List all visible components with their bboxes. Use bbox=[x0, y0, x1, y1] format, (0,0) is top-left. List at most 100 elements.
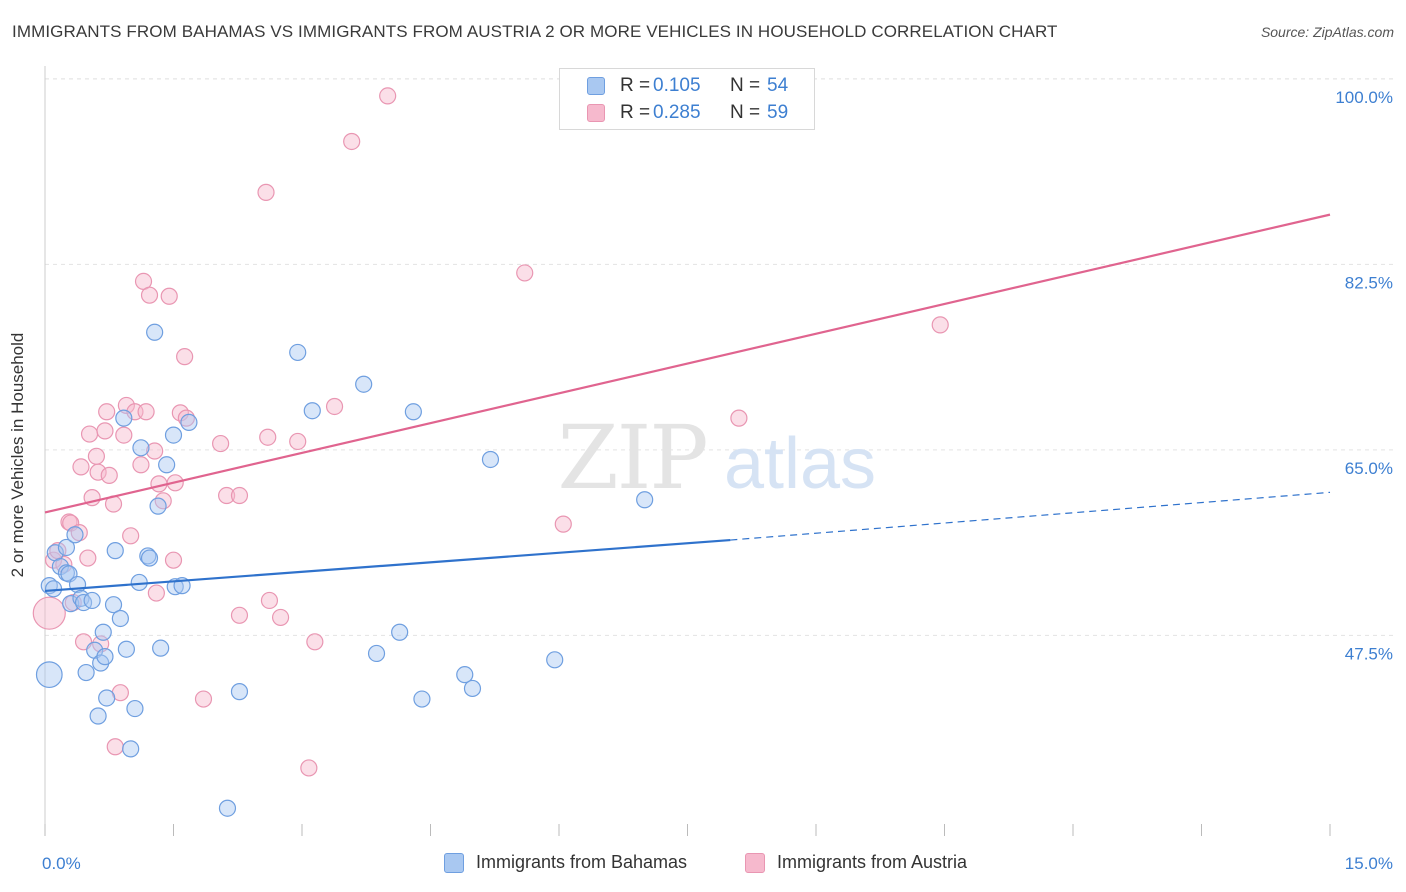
bahamas-point bbox=[126, 699, 144, 718]
austria-point bbox=[554, 515, 572, 533]
r-value: 0.105 bbox=[653, 75, 701, 96]
austria-point bbox=[140, 286, 159, 304]
r-value: 0.285 bbox=[653, 102, 701, 123]
austria-point bbox=[212, 434, 230, 453]
bahamas-point bbox=[122, 740, 140, 758]
austria-point bbox=[300, 759, 318, 777]
austria-point bbox=[80, 425, 99, 443]
austria-point bbox=[147, 584, 165, 602]
austria-point bbox=[259, 428, 277, 446]
n-label: N = bbox=[730, 102, 761, 123]
bahamas-trend-line bbox=[44, 538, 731, 593]
austria-point bbox=[306, 633, 324, 651]
austria-point bbox=[257, 183, 275, 201]
y-axis-label-text: 2 or more Vehicles in Household bbox=[8, 332, 27, 578]
bahamas-point bbox=[83, 591, 101, 610]
austria-point bbox=[160, 287, 178, 305]
bahamas-point bbox=[77, 663, 95, 682]
austria-point bbox=[122, 527, 140, 545]
x-tick-label: 0.0% bbox=[42, 854, 81, 873]
chart-title: IMMIGRANTS FROM BAHAMAS VS IMMIGRANTS FR… bbox=[12, 22, 1058, 41]
bahamas-point bbox=[166, 578, 184, 596]
austria-point bbox=[931, 316, 949, 334]
bahamas-point bbox=[180, 413, 198, 431]
bahamas-point bbox=[546, 651, 564, 669]
bahamas-point bbox=[456, 666, 474, 684]
bahamas-point bbox=[66, 526, 84, 544]
austria-point bbox=[289, 432, 307, 451]
austria-point bbox=[325, 397, 344, 416]
bahamas-point bbox=[62, 595, 80, 613]
austria-point bbox=[100, 466, 118, 484]
r-label: R = bbox=[620, 75, 651, 96]
austria-point bbox=[98, 403, 116, 421]
axes bbox=[44, 66, 1331, 836]
n-value: 59 bbox=[767, 102, 789, 123]
bahamas-point bbox=[149, 497, 167, 515]
austria-point bbox=[176, 348, 194, 366]
source-credit: Source: ZipAtlas.com bbox=[1260, 24, 1394, 40]
bahamas-point bbox=[218, 799, 237, 817]
austria-point bbox=[379, 87, 397, 105]
bahamas-point bbox=[35, 661, 63, 689]
bahamas-point bbox=[106, 542, 124, 560]
bahamas-points bbox=[35, 323, 654, 817]
austria-point bbox=[230, 486, 249, 505]
bahamas-point bbox=[117, 640, 135, 658]
austria-point bbox=[79, 549, 97, 567]
austria-point bbox=[730, 409, 748, 427]
austria-point bbox=[146, 442, 164, 460]
y-tick-label: 65.0% bbox=[1345, 459, 1393, 478]
tick-labels: 47.5% 65.0% 82.5% 100.0% 0.0% 15.0% bbox=[42, 88, 1393, 873]
austria-swatch bbox=[745, 853, 765, 873]
y-tick-label: 82.5% bbox=[1345, 273, 1393, 292]
bahamas-swatch bbox=[587, 77, 605, 95]
r-label: R = bbox=[620, 102, 651, 123]
bahamas-point bbox=[303, 402, 321, 420]
y-tick-label: 47.5% bbox=[1345, 644, 1393, 663]
austria-point bbox=[137, 403, 155, 421]
bahamas-point bbox=[94, 623, 112, 641]
bahamas-point bbox=[140, 549, 159, 567]
n-value: 54 bbox=[767, 75, 789, 96]
austria-point bbox=[164, 551, 183, 569]
bahamas-point bbox=[289, 343, 307, 362]
bahamas-point bbox=[132, 439, 150, 457]
bahamas-point bbox=[158, 456, 176, 474]
austria-trend-line bbox=[44, 213, 1331, 514]
austria-point bbox=[343, 132, 361, 151]
correlation-legend: R = 0.105 N = 54 R = 0.285 N = 59 bbox=[559, 68, 815, 130]
austria-swatch bbox=[587, 104, 605, 122]
watermark-atlas: atlas bbox=[724, 424, 876, 504]
trend-lines bbox=[44, 213, 1331, 593]
austria-point bbox=[218, 486, 236, 505]
austria-point bbox=[87, 447, 106, 465]
austria-point bbox=[115, 426, 133, 444]
x-tick-label: 15.0% bbox=[1345, 854, 1393, 873]
bahamas-point bbox=[463, 679, 482, 698]
austria-point bbox=[260, 591, 279, 610]
watermark-zip: ZIP bbox=[557, 406, 706, 509]
bahamas-point bbox=[98, 689, 116, 707]
austria-point bbox=[271, 608, 290, 627]
bahamas-point bbox=[413, 690, 431, 708]
bahamas-point bbox=[367, 644, 386, 663]
bahamas-point bbox=[164, 426, 183, 444]
bahamas-point bbox=[481, 450, 500, 469]
legend-label-austria: Immigrants from Austria bbox=[777, 852, 968, 872]
bahamas-swatch bbox=[444, 853, 464, 873]
legend-label-bahamas: Immigrants from Bahamas bbox=[476, 852, 688, 872]
bahamas-point bbox=[146, 323, 164, 341]
grid-lines bbox=[45, 78, 1395, 636]
austria-points bbox=[32, 87, 949, 777]
bahamas-point bbox=[230, 683, 249, 701]
austria-point bbox=[106, 738, 124, 756]
austria-point bbox=[32, 596, 66, 630]
bahamas-point bbox=[391, 623, 409, 641]
austria-point bbox=[194, 690, 213, 708]
n-label: N = bbox=[730, 75, 761, 96]
bahamas-point bbox=[96, 648, 114, 666]
bahamas-point bbox=[636, 491, 654, 509]
bahamas-point bbox=[111, 609, 129, 628]
